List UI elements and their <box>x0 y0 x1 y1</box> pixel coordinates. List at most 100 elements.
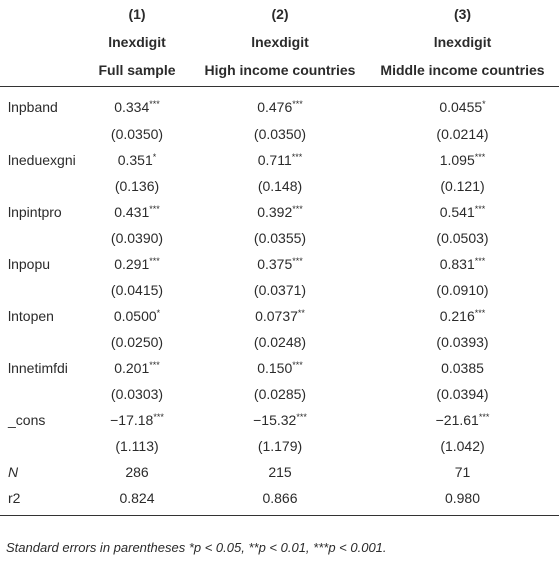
stat-cell: 0.866 <box>194 485 366 516</box>
significance-stars: *** <box>296 412 307 422</box>
coef-value: 0.291 <box>114 256 150 272</box>
significance-stars: * <box>156 308 161 318</box>
coef-value: 0.334 <box>114 99 150 115</box>
coef-cell: −15.32*** <box>194 407 366 433</box>
row-label <box>0 433 80 459</box>
coef-value: 0.375 <box>257 256 293 272</box>
coef-value: 0.711 <box>257 152 292 168</box>
significance-stars: *** <box>474 152 486 162</box>
significance-stars: *** <box>149 256 160 266</box>
se-cell: (0.0250) <box>110 334 164 350</box>
coef-cell: 0.375*** <box>194 251 366 277</box>
coef-cell: 1.095*** <box>366 147 559 173</box>
significance-stars: *** <box>478 412 490 422</box>
se-cell: (1.179) <box>257 438 303 454</box>
row-label <box>0 121 80 147</box>
coef-row: lnpopu 0.291*** 0.375*** 0.831*** <box>0 251 559 277</box>
significance-stars: *** <box>149 99 160 109</box>
coef-value: 0.431 <box>114 204 150 220</box>
stat-cell: 71 <box>454 464 471 480</box>
row-label: lnpband <box>8 99 58 115</box>
coef-value: 0.0385 <box>441 360 484 376</box>
row-label: lnpopu <box>8 256 51 272</box>
coef-cell: 0.831*** <box>366 251 559 277</box>
significance-stars: *** <box>292 256 303 266</box>
significance-stars: *** <box>149 360 160 370</box>
se-cell: (0.0394) <box>436 386 489 402</box>
table-header: (1) (2) (3) lnexdigit lnexdigit lnexdigit Full… <box>0 0 559 87</box>
header-cell: lnexdigit <box>433 34 492 50</box>
coef-value: 0.0737 <box>255 308 298 324</box>
coef-cell: −17.18*** <box>80 407 194 433</box>
coef-value: −15.32 <box>253 412 297 428</box>
header-row: Full sample High income countries Middle i… <box>0 56 559 87</box>
coef-cell: 0.334*** <box>80 87 194 122</box>
coef-row: lnpintpro 0.431*** 0.392*** 0.541*** <box>0 199 559 225</box>
coef-cell: 0.0385 <box>366 355 559 381</box>
se-cell: (0.0248) <box>253 334 307 350</box>
header-cell: Middle income countries <box>366 56 559 87</box>
coef-cell: −21.61*** <box>366 407 559 433</box>
se-cell: (0.0910) <box>436 282 489 298</box>
coef-value: 1.095 <box>439 152 475 168</box>
se-cell: (0.0285) <box>253 386 307 402</box>
se-cell: (0.0355) <box>253 230 307 246</box>
se-cell: (1.042) <box>440 438 485 454</box>
coef-cell: 0.0455* <box>366 87 559 122</box>
se-cell: (0.0350) <box>253 126 307 142</box>
coef-cell: 0.291*** <box>80 251 194 277</box>
coef-value: −21.61 <box>435 412 479 428</box>
se-cell: (0.0415) <box>110 282 164 298</box>
coef-row: lnpband 0.334*** 0.476 *** 0.0455* <box>0 87 559 122</box>
stat-cell: 0.980 <box>366 485 559 516</box>
significance-stars: *** <box>291 152 303 162</box>
significance-stars: *** <box>153 412 164 422</box>
coef-value: 0.831 <box>439 256 475 272</box>
stat-cell: 286 <box>125 464 149 480</box>
row-label: lneduexgni <box>8 152 76 168</box>
coef-value: 0.476 <box>257 99 293 115</box>
significance-stars: * <box>482 99 486 109</box>
se-cell: (0.0350) <box>110 126 164 142</box>
se-row: (0.136) (0.148) (0.121) <box>0 173 559 199</box>
coef-value: 0.351 <box>117 152 153 168</box>
coef-cell: 0.0737** <box>194 303 366 329</box>
significance-stars: * <box>152 152 157 162</box>
coef-value: 0.392 <box>257 204 293 220</box>
se-row: (0.0250) (0.0248) (0.0393) <box>0 329 559 355</box>
coef-value: 0.541 <box>439 204 475 220</box>
coef-row: lneduexgni 0.351* 0.711*** 1.095*** <box>0 147 559 173</box>
coef-cell: 0.201*** <box>80 355 194 381</box>
significance-stars: *** <box>474 204 486 214</box>
coef-cell: 0.541*** <box>366 199 559 225</box>
se-cell: (0.121) <box>440 178 485 194</box>
coef-value: 0.150 <box>257 360 293 376</box>
se-cell: (0.148) <box>257 178 303 194</box>
header-row: lnexdigit lnexdigit lnexdigit <box>0 28 559 56</box>
header-cell: lnexdigit <box>108 34 166 50</box>
coef-cell: 0.150*** <box>194 355 366 381</box>
row-label: lntopen <box>8 308 54 324</box>
se-cell: (0.0371) <box>253 282 307 298</box>
stat-cell: 0.824 <box>80 485 194 516</box>
header-cell: Full sample <box>80 56 194 87</box>
significance-stars: *** <box>149 204 160 214</box>
header-cell <box>0 56 80 87</box>
coef-row: lnnetimfdi 0.201*** 0.150*** 0.0385 <box>0 355 559 381</box>
row-label <box>0 225 80 251</box>
header-cell: High income countries <box>194 56 366 87</box>
stat-row: N 286 215 71 <box>0 459 559 485</box>
se-cell: (0.136) <box>114 178 160 194</box>
stat-cell: 215 <box>268 464 292 480</box>
significance-stars: *** <box>292 204 303 214</box>
table-body: lnpband 0.334*** 0.476*** 0.0455* (0.0350) (0… <box>0 87 559 516</box>
header-cell: (3) <box>453 6 472 22</box>
se-cell: (0.0214) <box>436 126 489 142</box>
row-label: r2 <box>0 485 80 516</box>
significance-stars: ** <box>297 308 305 318</box>
row-label: _cons <box>8 412 46 428</box>
regression-table: (1) (2) (3) lnexdigit lnexdigit lnexdigit Full… <box>0 0 559 516</box>
coef-value: −17.18 <box>110 412 154 428</box>
row-label <box>0 277 80 303</box>
row-label: lnpintpro <box>8 204 62 220</box>
